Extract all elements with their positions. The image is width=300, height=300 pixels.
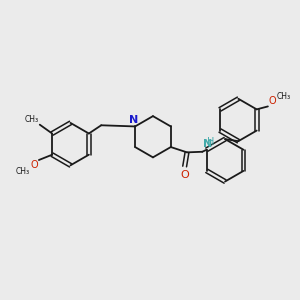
Text: CH₃: CH₃ xyxy=(25,115,39,124)
Text: O: O xyxy=(30,160,38,170)
Text: O: O xyxy=(269,95,276,106)
Text: N: N xyxy=(129,115,138,125)
Text: CH₃: CH₃ xyxy=(277,92,291,101)
Text: O: O xyxy=(180,170,189,180)
Text: CH₃: CH₃ xyxy=(15,167,29,176)
Text: N: N xyxy=(202,140,212,149)
Text: H: H xyxy=(207,137,214,147)
